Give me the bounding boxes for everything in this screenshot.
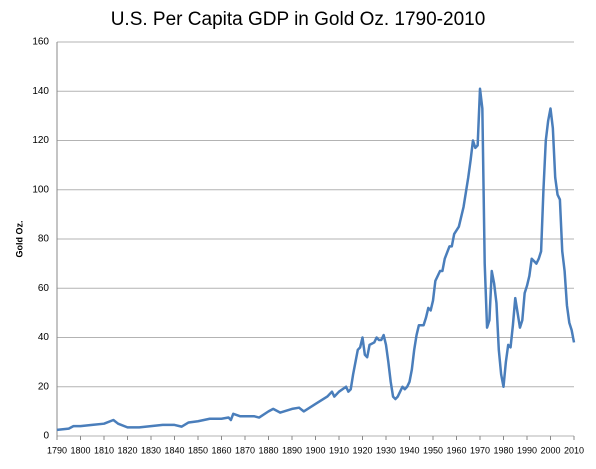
data-line: [56, 87, 576, 432]
y-tick-label: 0: [43, 431, 49, 442]
y-tick-label: 60: [38, 283, 50, 294]
x-tick-label: 1850: [188, 445, 208, 455]
x-tick-label: 1800: [70, 445, 90, 455]
y-tick-label: 140: [32, 86, 49, 97]
x-tick-label: 1890: [282, 445, 302, 455]
x-tick-label: 1860: [211, 445, 231, 455]
x-tick-label: 1970: [470, 445, 490, 455]
y-tick-label: 160: [32, 37, 49, 48]
x-tick-label: 1950: [423, 445, 443, 455]
x-tick-label: 1840: [164, 445, 184, 455]
x-tick-label: 1930: [376, 445, 396, 455]
x-tick-label: 1820: [117, 445, 137, 455]
x-tick-label: 1830: [141, 445, 161, 455]
x-tick-label: 1880: [258, 445, 278, 455]
y-tick-label: 100: [32, 184, 49, 195]
x-tick-label: 1990: [517, 445, 537, 455]
x-tick-label: 1910: [329, 445, 349, 455]
x-tick-label: 1920: [352, 445, 372, 455]
x-tick-label: 2000: [540, 445, 560, 455]
x-tick-label: 1810: [94, 445, 114, 455]
x-tick-label: 1790: [47, 445, 67, 455]
x-tick-label: 1940: [399, 445, 419, 455]
x-tick-label: 1870: [235, 445, 255, 455]
y-tick-label: 20: [38, 381, 50, 392]
y-tick-label: 80: [38, 234, 50, 245]
x-tick-label: 1960: [446, 445, 466, 455]
x-tick-label: 2010: [564, 445, 584, 455]
chart-title: U.S. Per Capita GDP in Gold Oz. 1790-201…: [111, 9, 486, 30]
y-tick-label: 40: [38, 332, 50, 343]
x-tick-label: 1980: [493, 445, 513, 455]
x-tick-label: 1900: [305, 445, 325, 455]
y-tick-label: 120: [32, 135, 49, 146]
y-axis-label: Gold Oz.: [14, 221, 24, 258]
